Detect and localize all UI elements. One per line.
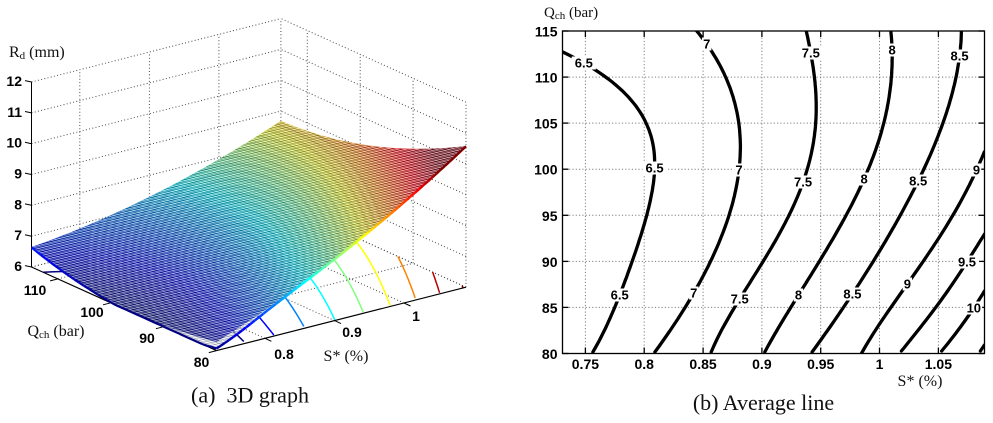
- svg-text:100: 100: [534, 162, 558, 178]
- svg-text:9: 9: [14, 166, 22, 182]
- svg-text:Rd (mm): Rd (mm): [9, 44, 65, 62]
- svg-text:8.5: 8.5: [843, 287, 861, 302]
- svg-text:7: 7: [14, 227, 22, 243]
- svg-text:6: 6: [14, 258, 22, 274]
- svg-text:10: 10: [967, 301, 981, 316]
- svg-text:0.8: 0.8: [274, 346, 294, 362]
- svg-text:0.75: 0.75: [572, 356, 599, 372]
- svg-text:12: 12: [6, 73, 22, 89]
- svg-text:S* (%): S* (%): [324, 348, 369, 365]
- svg-text:8.5: 8.5: [909, 174, 927, 189]
- svg-text:(b) Average line: (b) Average line: [693, 390, 834, 415]
- svg-text:8: 8: [888, 43, 895, 58]
- svg-text:80: 80: [542, 346, 558, 362]
- svg-text:Qch (bar): Qch (bar): [27, 323, 84, 341]
- svg-text:Qch (bar): Qch (bar): [544, 5, 598, 22]
- svg-text:0.95: 0.95: [807, 356, 834, 372]
- svg-text:(a) 3D graph: (a) 3D graph: [191, 383, 309, 408]
- svg-text:7: 7: [703, 37, 710, 52]
- svg-text:9.5: 9.5: [958, 255, 976, 270]
- svg-text:7: 7: [735, 163, 742, 178]
- svg-text:110: 110: [24, 282, 47, 298]
- svg-text:6.5: 6.5: [646, 161, 664, 176]
- svg-text:100: 100: [80, 304, 104, 320]
- svg-text:80: 80: [194, 354, 210, 370]
- svg-text:7: 7: [690, 286, 697, 301]
- svg-text:1.05: 1.05: [925, 356, 952, 372]
- svg-text:90: 90: [139, 330, 155, 346]
- svg-text:115: 115: [535, 24, 558, 40]
- svg-text:95: 95: [542, 208, 558, 224]
- svg-text:0.9: 0.9: [342, 324, 362, 340]
- svg-text:8.5: 8.5: [951, 49, 969, 64]
- svg-text:S* (%): S* (%): [898, 373, 943, 390]
- svg-text:1: 1: [412, 308, 420, 324]
- svg-text:110: 110: [535, 70, 558, 86]
- svg-text:9: 9: [904, 277, 911, 292]
- svg-text:0.85: 0.85: [689, 356, 716, 372]
- svg-text:90: 90: [542, 254, 558, 270]
- svg-text:10: 10: [6, 135, 22, 151]
- svg-text:7.5: 7.5: [802, 46, 820, 61]
- svg-text:1: 1: [876, 356, 884, 372]
- svg-text:8: 8: [795, 288, 802, 303]
- svg-text:105: 105: [534, 116, 558, 132]
- svg-text:9: 9: [973, 163, 980, 178]
- svg-text:6.5: 6.5: [611, 288, 629, 303]
- svg-text:0.8: 0.8: [634, 356, 654, 372]
- svg-text:0.9: 0.9: [752, 356, 772, 372]
- svg-text:85: 85: [542, 300, 558, 316]
- svg-text:11: 11: [7, 104, 22, 120]
- svg-text:7.5: 7.5: [731, 292, 749, 307]
- svg-text:8: 8: [860, 172, 867, 187]
- svg-text:8: 8: [14, 196, 22, 212]
- svg-text:6.5: 6.5: [575, 56, 593, 71]
- svg-text:7.5: 7.5: [794, 175, 812, 190]
